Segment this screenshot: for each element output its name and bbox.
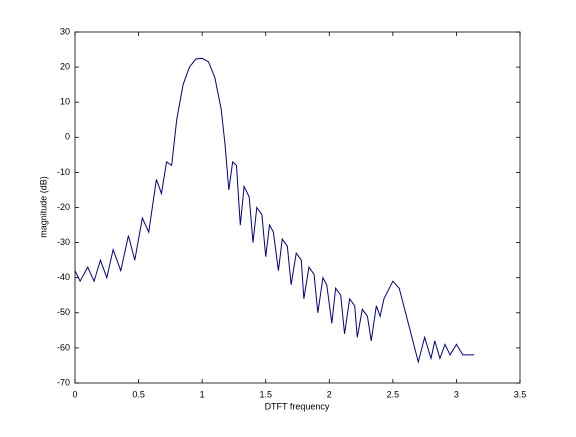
y-tick-label: -50 [57, 307, 70, 317]
plot-area [74, 31, 521, 384]
x-tick-label: 3 [454, 389, 459, 399]
y-tick-label: -10 [57, 167, 70, 177]
y-tick-label: -60 [57, 342, 70, 352]
x-tick-label: 3.5 [514, 389, 527, 399]
x-tick-label: 1 [200, 389, 205, 399]
y-tick-label: 0 [65, 132, 70, 142]
x-axis-label: DTFT frequency [265, 401, 330, 411]
x-tick-label: 2.5 [387, 389, 400, 399]
y-axis-label: magnitude (dB) [38, 176, 48, 238]
y-tick-label: 10 [60, 97, 70, 107]
y-tick-label: -70 [57, 377, 70, 387]
y-tick-label: -30 [57, 237, 70, 247]
y-tick-label: 20 [60, 61, 70, 71]
y-tick-label: -20 [57, 202, 70, 212]
x-tick-label: 1.5 [259, 389, 272, 399]
x-tick-label: 0 [72, 389, 77, 399]
x-tick-label: 0.5 [132, 389, 145, 399]
y-tick-label: 30 [60, 26, 70, 36]
y-tick-label: -40 [57, 272, 70, 282]
x-tick-label: 2 [327, 389, 332, 399]
line [74, 57, 475, 364]
